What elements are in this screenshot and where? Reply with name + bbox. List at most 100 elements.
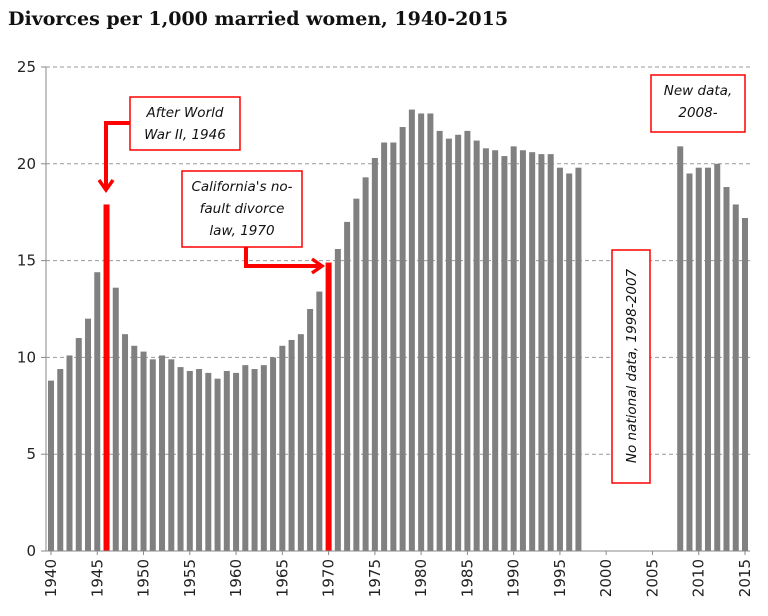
bar-1967 [297,334,304,551]
bar-1959 [223,370,230,551]
bar-1945 [94,272,101,551]
bar-1953 [168,359,175,551]
bar-1986 [473,140,480,551]
annotation-california-box [181,170,303,248]
x-tick-label: 1995 [551,559,569,597]
x-tick-label: 1960 [227,559,245,597]
bar-1982 [436,130,443,551]
annotation-new-data-box [650,74,746,133]
x-tick-label: 2010 [690,559,708,597]
y-tick-label: 25 [17,58,36,76]
bar-1960 [233,372,240,551]
x-tick-label: 2015 [736,559,754,597]
x-tick-label: 1990 [505,559,523,597]
bar-1984 [455,134,462,551]
bar-2015 [742,218,748,551]
bar-1947 [112,287,119,551]
bar-1989 [501,156,508,551]
bar-1944 [85,318,92,551]
annotation-no-data-text: No national data, 1998-2007 [624,268,640,463]
bar-1976 [381,142,388,551]
bar-2009 [686,173,693,552]
x-tick-label: 2000 [597,559,615,597]
bar-2008 [677,146,684,551]
annotation-new-data-text: 2008- [678,105,717,121]
arrowhead-1946 [97,178,115,194]
bar-1993 [538,154,545,551]
annotation-california-text: fault divorce [200,201,285,217]
bar-1997 [575,167,582,551]
bar-1949 [131,345,138,551]
arrow-1946 [104,121,130,188]
x-tick-label: 1980 [412,559,430,597]
x-tick-label: 1985 [458,559,476,597]
bar-1980 [418,113,425,552]
arrowhead-1970 [310,257,326,275]
bar-2010 [695,167,702,551]
bar-1966 [288,339,295,551]
bar-1990 [510,146,517,551]
bar-1987 [482,148,489,551]
bar-1964 [270,357,277,551]
annotation-new-data-text: New data, [664,83,732,99]
annotation-california-text: law, 1970 [209,223,274,239]
x-tick-label: 1975 [366,559,384,597]
x-tick-label: 1940 [42,559,60,597]
y-tick-label: 10 [17,348,36,366]
bar-1995 [556,167,563,551]
bar-1992 [529,152,536,551]
bar-1983 [445,138,452,551]
bar-2012 [714,163,721,552]
bar-1965 [279,345,286,551]
bar-1981 [427,113,434,552]
bar-2013 [723,187,730,552]
bar-1962 [251,369,258,551]
bar-1971 [334,248,341,551]
x-tick-label: 1965 [273,559,291,597]
x-tick-label: 1945 [88,559,106,597]
bar-1974 [362,177,369,552]
x-tick-label: 1950 [135,559,153,597]
y-tick-label: 15 [17,252,36,270]
bar-2011 [704,167,711,551]
bar-1950 [140,351,147,551]
bar-1958 [214,378,221,551]
x-tick-label: 1970 [320,559,338,597]
bar-1970 [325,262,332,551]
bar-1985 [464,130,471,551]
y-tick-label: 20 [17,155,36,173]
bar-1972 [344,221,351,551]
bar-1963 [260,365,267,551]
bar-1991 [519,150,526,552]
annotation-ww2-box [129,96,241,151]
bar-2014 [732,204,739,551]
bar-1994 [547,154,554,551]
bar-1977 [390,142,397,551]
bar-1948 [122,334,129,551]
annotation-ww2-text: War II, 1946 [144,127,226,143]
bar-1955 [186,370,193,551]
bar-1946 [103,204,110,551]
annotation-california-text: California's no- [191,179,292,195]
bar-1973 [353,198,360,551]
annotation-no-data-box [611,249,651,484]
arrow-1970 [244,247,320,268]
bar-1978 [399,127,406,552]
bar-1942 [66,355,73,551]
x-tick-label: 1955 [181,559,199,597]
annotation-ww2-text: After World [146,105,224,121]
bar-1952 [159,355,166,551]
bar-1968 [307,309,314,551]
bar-1943 [75,338,82,551]
bar-1961 [242,365,249,551]
bar-1979 [408,109,415,551]
bar-1954 [177,367,184,551]
bar-1956 [196,369,203,551]
bar-1996 [566,173,573,552]
x-tick-label: 2005 [643,559,661,597]
bar-1969 [316,291,323,551]
bar-1988 [492,150,499,552]
chart-title: Divorces per 1,000 married women, 1940-2… [8,8,509,30]
bar-1957 [205,372,212,551]
